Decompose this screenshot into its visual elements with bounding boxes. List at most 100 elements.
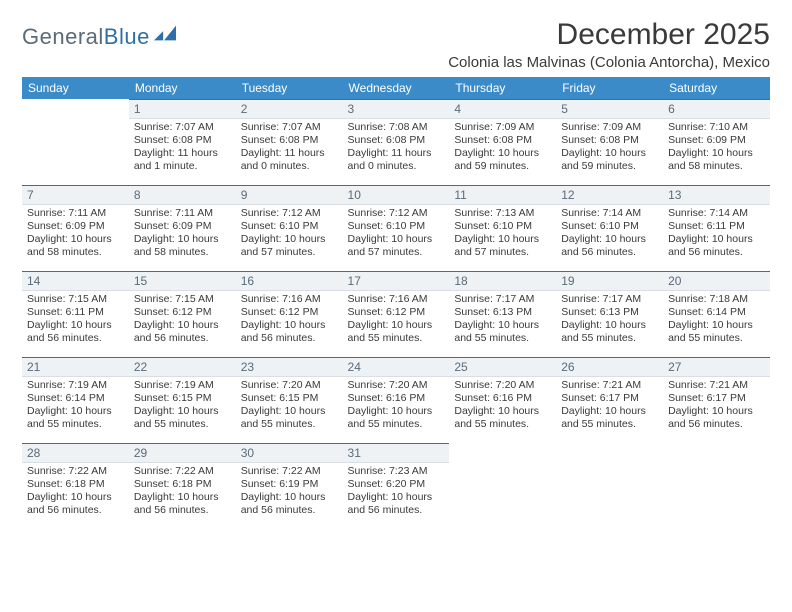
sunset-line: Sunset: 6:16 PM: [454, 392, 551, 405]
daylight-line: Daylight: 10 hours and 58 minutes.: [134, 233, 231, 259]
day-info: Sunrise: 7:22 AMSunset: 6:19 PMDaylight:…: [236, 463, 343, 518]
day-info: Sunrise: 7:15 AMSunset: 6:12 PMDaylight:…: [129, 291, 236, 346]
calendar-day-cell: 24Sunrise: 7:20 AMSunset: 6:16 PMDayligh…: [343, 357, 450, 443]
calendar-page: GeneralBlue December 2025 Colonia las Ma…: [0, 0, 792, 547]
daylight-line: Daylight: 11 hours and 0 minutes.: [241, 147, 338, 173]
sunset-line: Sunset: 6:14 PM: [27, 392, 124, 405]
sunset-line: Sunset: 6:10 PM: [454, 220, 551, 233]
day-number: 5: [556, 99, 663, 119]
weekday-header: Sunday: [22, 77, 129, 99]
sunrise-line: Sunrise: 7:17 AM: [561, 293, 658, 306]
weekday-header: Wednesday: [343, 77, 450, 99]
calendar-day-cell: 25Sunrise: 7:20 AMSunset: 6:16 PMDayligh…: [449, 357, 556, 443]
calendar-day-cell: 23Sunrise: 7:20 AMSunset: 6:15 PMDayligh…: [236, 357, 343, 443]
calendar-day-cell: 26Sunrise: 7:21 AMSunset: 6:17 PMDayligh…: [556, 357, 663, 443]
day-number: 2: [236, 99, 343, 119]
sunrise-line: Sunrise: 7:14 AM: [561, 207, 658, 220]
daylight-line: Daylight: 10 hours and 55 minutes.: [348, 319, 445, 345]
calendar-day-cell: 31Sunrise: 7:23 AMSunset: 6:20 PMDayligh…: [343, 443, 450, 529]
sunset-line: Sunset: 6:10 PM: [561, 220, 658, 233]
calendar-day-cell: 8Sunrise: 7:11 AMSunset: 6:09 PMDaylight…: [129, 185, 236, 271]
calendar-day-cell: 27Sunrise: 7:21 AMSunset: 6:17 PMDayligh…: [663, 357, 770, 443]
sunrise-line: Sunrise: 7:18 AM: [668, 293, 765, 306]
sunrise-line: Sunrise: 7:17 AM: [454, 293, 551, 306]
day-number: 6: [663, 99, 770, 119]
daylight-line: Daylight: 10 hours and 56 minutes.: [668, 233, 765, 259]
sunset-line: Sunset: 6:19 PM: [241, 478, 338, 491]
month-title: December 2025: [448, 18, 770, 52]
sunrise-line: Sunrise: 7:14 AM: [668, 207, 765, 220]
day-number: 15: [129, 271, 236, 291]
sunrise-line: Sunrise: 7:12 AM: [241, 207, 338, 220]
daylight-line: Daylight: 10 hours and 56 minutes.: [134, 319, 231, 345]
calendar-day-cell: 10Sunrise: 7:12 AMSunset: 6:10 PMDayligh…: [343, 185, 450, 271]
day-info: Sunrise: 7:21 AMSunset: 6:17 PMDaylight:…: [663, 377, 770, 432]
calendar-day-cell: 22 Sunrise: 7:19 AMSunset: 6:15 PMDayligh…: [129, 357, 236, 443]
daylight-line: Daylight: 10 hours and 58 minutes.: [668, 147, 765, 173]
sunrise-line: Sunrise: 7:07 AM: [134, 121, 231, 134]
daylight-line: Daylight: 10 hours and 57 minutes.: [348, 233, 445, 259]
brand-name: GeneralBlue: [22, 24, 150, 50]
calendar-day-cell: [449, 443, 556, 529]
daylight-line: Daylight: 10 hours and 55 minutes.: [27, 405, 124, 431]
sunrise-line: Sunrise: 7:11 AM: [134, 207, 231, 220]
sunset-line: Sunset: 6:13 PM: [454, 306, 551, 319]
day-info: Sunrise: 7:16 AMSunset: 6:12 PMDaylight:…: [236, 291, 343, 346]
sunrise-line: Sunrise: 7:15 AM: [27, 293, 124, 306]
calendar-day-cell: 30Sunrise: 7:22 AMSunset: 6:19 PMDayligh…: [236, 443, 343, 529]
calendar-day-cell: 11Sunrise: 7:13 AMSunset: 6:10 PMDayligh…: [449, 185, 556, 271]
sunrise-line: Sunrise: 7:16 AM: [348, 293, 445, 306]
calendar-day-cell: 15Sunrise: 7:15 AMSunset: 6:12 PMDayligh…: [129, 271, 236, 357]
daylight-line: Daylight: 10 hours and 59 minutes.: [454, 147, 551, 173]
daylight-line: Daylight: 11 hours and 1 minute.: [134, 147, 231, 173]
sunrise-line: Sunrise: 7:19 AM: [134, 379, 231, 392]
sunset-line: Sunset: 6:15 PM: [134, 392, 231, 405]
weekday-header: Friday: [556, 77, 663, 99]
calendar-day-cell: 16Sunrise: 7:16 AMSunset: 6:12 PMDayligh…: [236, 271, 343, 357]
calendar-day-cell: 1Sunrise: 7:07 AMSunset: 6:08 PMDaylight…: [129, 99, 236, 185]
sunrise-line: Sunrise: 7:12 AM: [348, 207, 445, 220]
calendar-day-cell: 14Sunrise: 7:15 AMSunset: 6:11 PMDayligh…: [22, 271, 129, 357]
day-info: Sunrise: 7:15 AMSunset: 6:11 PMDaylight:…: [22, 291, 129, 346]
day-info: Sunrise: 7:17 AMSunset: 6:13 PMDaylight:…: [449, 291, 556, 346]
day-info: Sunrise: 7:19 AMSunset: 6:14 PMDaylight:…: [22, 377, 129, 432]
day-number: 24: [343, 357, 450, 377]
location-subtitle: Colonia las Malvinas (Colonia Antorcha),…: [448, 54, 770, 71]
day-info: Sunrise: 7:23 AMSunset: 6:20 PMDaylight:…: [343, 463, 450, 518]
sunset-line: Sunset: 6:10 PM: [348, 220, 445, 233]
day-info: Sunrise: 7:12 AMSunset: 6:10 PMDaylight:…: [343, 205, 450, 260]
sunset-line: Sunset: 6:08 PM: [561, 134, 658, 147]
sunrise-line: Sunrise: 7:10 AM: [668, 121, 765, 134]
day-info: Sunrise: 7:17 AMSunset: 6:13 PMDaylight:…: [556, 291, 663, 346]
day-number: 7: [22, 185, 129, 205]
daylight-line: Daylight: 10 hours and 56 minutes.: [241, 491, 338, 517]
calendar-day-cell: 2Sunrise: 7:07 AMSunset: 6:08 PMDaylight…: [236, 99, 343, 185]
calendar-day-cell: 17Sunrise: 7:16 AMSunset: 6:12 PMDayligh…: [343, 271, 450, 357]
sunrise-line: Sunrise: 7:22 AM: [27, 465, 124, 478]
daylight-line: Daylight: 10 hours and 55 minutes.: [134, 405, 231, 431]
day-number: 1: [129, 99, 236, 119]
day-info: Sunrise: 7:22 AMSunset: 6:18 PMDaylight:…: [22, 463, 129, 518]
sunset-line: Sunset: 6:12 PM: [134, 306, 231, 319]
sunset-line: Sunset: 6:13 PM: [561, 306, 658, 319]
sunrise-line: Sunrise: 7:09 AM: [561, 121, 658, 134]
day-number: 22: [129, 357, 236, 377]
day-info: Sunrise: 7:20 AMSunset: 6:16 PMDaylight:…: [449, 377, 556, 432]
day-number: 11: [449, 185, 556, 205]
daylight-line: Daylight: 10 hours and 56 minutes.: [134, 491, 231, 517]
calendar-day-cell: 5 Sunrise: 7:09 AMSunset: 6:08 PMDaylight…: [556, 99, 663, 185]
daylight-line: Daylight: 10 hours and 56 minutes.: [27, 319, 124, 345]
title-block: December 2025 Colonia las Malvinas (Colo…: [448, 18, 770, 71]
sunrise-line: Sunrise: 7:15 AM: [134, 293, 231, 306]
day-number: 29: [129, 443, 236, 463]
day-info: Sunrise: 7:14 AMSunset: 6:10 PMDaylight:…: [556, 205, 663, 260]
calendar-week-row: 1Sunrise: 7:07 AMSunset: 6:08 PMDaylight…: [22, 99, 770, 185]
calendar-day-cell: 13Sunrise: 7:14 AMSunset: 6:11 PMDayligh…: [663, 185, 770, 271]
brand-mark-icon: [154, 25, 176, 41]
daylight-line: Daylight: 10 hours and 59 minutes.: [561, 147, 658, 173]
day-info: Sunrise: 7:10 AMSunset: 6:09 PMDaylight:…: [663, 119, 770, 174]
day-number: 25: [449, 357, 556, 377]
weekday-header: Monday: [129, 77, 236, 99]
sunset-line: Sunset: 6:10 PM: [241, 220, 338, 233]
sunset-line: Sunset: 6:09 PM: [668, 134, 765, 147]
